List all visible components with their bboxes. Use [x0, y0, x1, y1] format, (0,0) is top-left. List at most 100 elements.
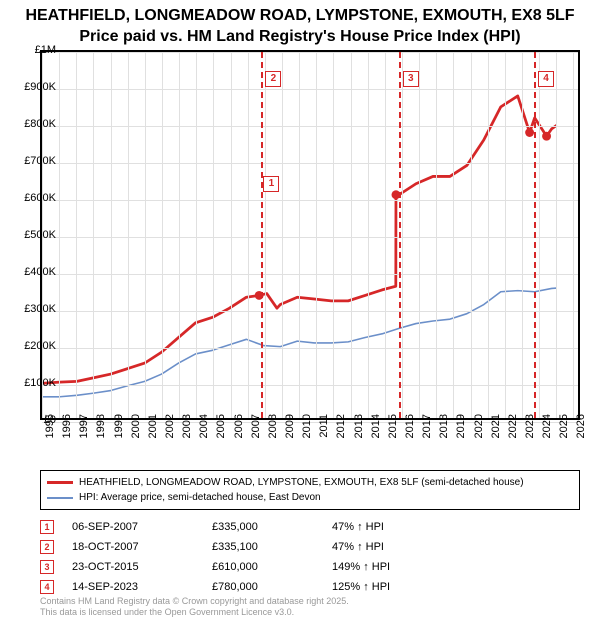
event-price: £335,100	[212, 541, 332, 553]
legend-swatch-hpi	[47, 497, 73, 499]
gridline-v	[145, 52, 146, 418]
event-date: 23-OCT-2015	[72, 561, 212, 573]
gridline-v	[128, 52, 129, 418]
xtick-label: 2010	[301, 414, 313, 454]
xtick-label: 1997	[78, 414, 90, 454]
gridline-v	[505, 52, 506, 418]
gridline-v	[436, 52, 437, 418]
ytick-label: £600K	[6, 192, 56, 204]
gridline-h	[42, 126, 578, 127]
xtick-label: 2013	[353, 414, 365, 454]
xtick-label: 2008	[267, 414, 279, 454]
gridline-v	[471, 52, 472, 418]
ytick-label: £700K	[6, 155, 56, 167]
gridline-v	[179, 52, 180, 418]
gridline-v	[351, 52, 352, 418]
xtick-label: 2004	[198, 414, 210, 454]
gridline-v	[162, 52, 163, 418]
legend: HEATHFIELD, LONGMEADOW ROAD, LYMPSTONE, …	[40, 470, 580, 510]
gridline-h	[42, 89, 578, 90]
xtick-label: 2024	[541, 414, 553, 454]
xtick-label: 2017	[421, 414, 433, 454]
gridline-v	[248, 52, 249, 418]
event-table-row: 106-SEP-2007£335,00047% ↑ HPI	[40, 517, 580, 537]
event-table: 106-SEP-2007£335,00047% ↑ HPI 2 18-OCT-200…	[40, 517, 580, 597]
series-marker	[542, 132, 551, 141]
event-price: £335,000	[212, 521, 332, 533]
gridline-v	[539, 52, 540, 418]
xtick-label: 2000	[130, 414, 142, 454]
event-table-row: 2 18-OCT-2007£335,10047% ↑ HPI	[40, 537, 580, 557]
legend-label-property: HEATHFIELD, LONGMEADOW ROAD, LYMPSTONE, …	[79, 475, 524, 490]
title-line2: Price paid vs. HM Land Registry's House …	[0, 27, 600, 48]
event-table-row: 323-OCT-2015£610,000149% ↑ HPI	[40, 557, 580, 577]
xtick-label: 2011	[318, 414, 330, 454]
gridline-v	[59, 52, 60, 418]
gridline-v	[282, 52, 283, 418]
gridline-v	[299, 52, 300, 418]
event-pct: 47% ↑ HPI	[332, 521, 452, 533]
chart-title: HEATHFIELD, LONGMEADOW ROAD, LYMPSTONE, …	[0, 0, 600, 48]
event-date: 18-OCT-2007	[72, 541, 212, 553]
xtick-label: 2015	[387, 414, 399, 454]
gridline-v	[522, 52, 523, 418]
ytick-label: £200K	[6, 340, 56, 352]
ytick-label: £400K	[6, 266, 56, 278]
xtick-label: 1998	[95, 414, 107, 454]
chart-svg	[42, 52, 578, 418]
gridline-h	[42, 385, 578, 386]
event-pct: 125% ↑ HPI	[332, 581, 452, 593]
event-marker: 2	[265, 71, 281, 87]
event-date: 06-SEP-2007	[72, 521, 212, 533]
gridline-v	[231, 52, 232, 418]
xtick-label: 2023	[524, 414, 536, 454]
xtick-label: 2016	[404, 414, 416, 454]
event-price: £780,000	[212, 581, 332, 593]
event-table-marker: 4	[40, 580, 54, 594]
series-marker	[525, 128, 534, 137]
gridline-h	[42, 274, 578, 275]
legend-row-hpi: HPI: Average price, semi-detached house,…	[47, 490, 573, 505]
chart-plot-area: 1234	[40, 50, 580, 420]
gridline-v	[265, 52, 266, 418]
gridline-h	[42, 237, 578, 238]
gridline-v	[573, 52, 574, 418]
xtick-label: 2006	[233, 414, 245, 454]
gridline-h	[42, 311, 578, 312]
event-marker: 1	[263, 176, 279, 192]
gridline-v	[368, 52, 369, 418]
event-line	[534, 52, 536, 418]
gridline-v	[453, 52, 454, 418]
xtick-label: 1999	[113, 414, 125, 454]
xtick-label: 2003	[181, 414, 193, 454]
xtick-label: 2020	[473, 414, 485, 454]
gridline-v	[556, 52, 557, 418]
legend-label-hpi: HPI: Average price, semi-detached house,…	[79, 490, 321, 505]
gridline-v	[385, 52, 386, 418]
gridline-v	[419, 52, 420, 418]
gridline-h	[42, 163, 578, 164]
gridline-v	[93, 52, 94, 418]
ytick-label: £800K	[6, 118, 56, 130]
event-line	[261, 52, 263, 418]
legend-row-property: HEATHFIELD, LONGMEADOW ROAD, LYMPSTONE, …	[47, 475, 573, 490]
gridline-h	[42, 348, 578, 349]
gridline-v	[333, 52, 334, 418]
chart-container: HEATHFIELD, LONGMEADOW ROAD, LYMPSTONE, …	[0, 0, 600, 620]
event-pct: 149% ↑ HPI	[332, 561, 452, 573]
ytick-label: £500K	[6, 229, 56, 241]
xtick-label: 1995	[44, 414, 56, 454]
event-marker: 3	[403, 71, 419, 87]
gridline-v	[402, 52, 403, 418]
xtick-label: 1996	[61, 414, 73, 454]
xtick-label: 2009	[284, 414, 296, 454]
ytick-label: £100K	[6, 377, 56, 389]
event-pct: 47% ↑ HPI	[332, 541, 452, 553]
event-table-marker: 2	[40, 540, 54, 554]
gridline-h	[42, 52, 578, 53]
xtick-label: 2022	[507, 414, 519, 454]
xtick-label: 2002	[164, 414, 176, 454]
footnote-line1: Contains HM Land Registry data © Crown c…	[40, 596, 580, 607]
event-table-marker: 3	[40, 560, 54, 574]
gridline-v	[111, 52, 112, 418]
